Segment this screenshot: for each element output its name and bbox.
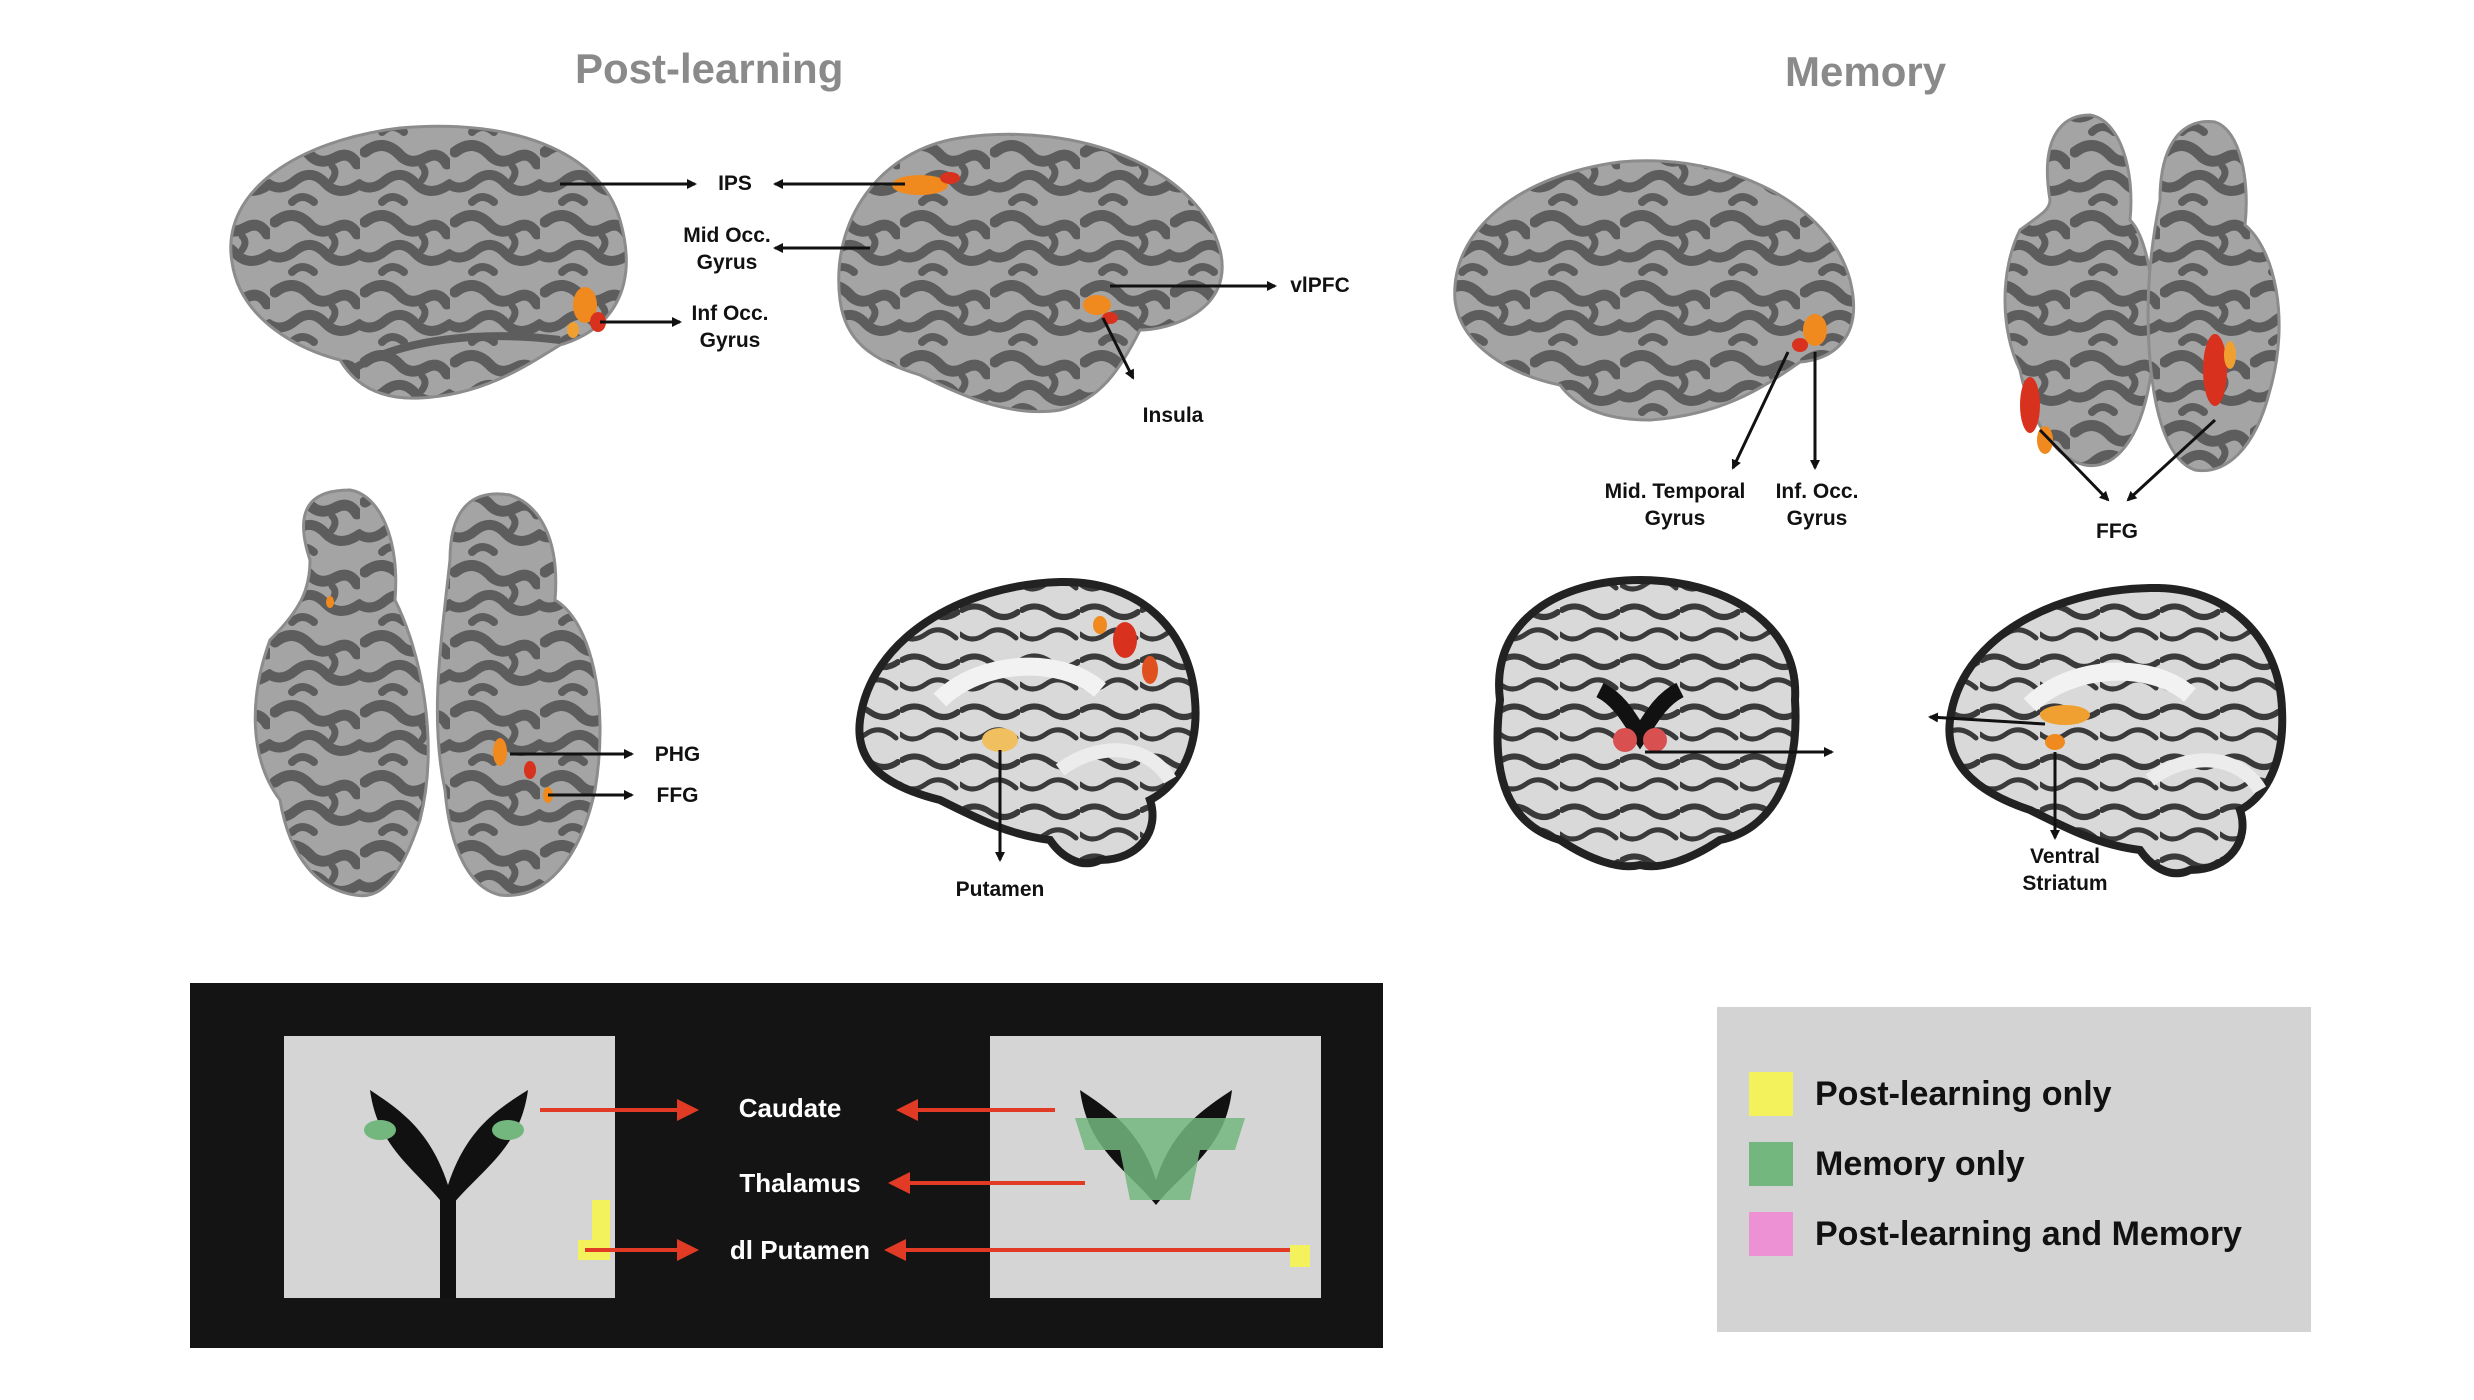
legend-label: Post-learning only (1815, 1074, 2112, 1113)
memory-sagittal-slice (1945, 583, 2287, 878)
label-ips: IPS (718, 172, 752, 195)
legend-swatch-pink (1749, 1212, 1793, 1256)
label-vlpfc: vlPFC (1290, 274, 1350, 297)
label-ffg-memory: FFG (2096, 520, 2138, 543)
label-caudate: Caudate (738, 1093, 842, 1123)
legend-label: Post-learning and Memory (1815, 1214, 2242, 1253)
label-putamen: Putamen (955, 878, 1045, 901)
panel-arrows (540, 1099, 1290, 1261)
label-ventral-striatum: Ventral Striatum (2022, 845, 2108, 895)
label-insula: Insula (1142, 404, 1204, 427)
label-mid-temporal-gyrus: Mid. Temporal Gyrus (1604, 480, 1746, 530)
post-right-lateral-brain (837, 132, 1224, 414)
memory-arrows (1645, 351, 2217, 840)
legend-item-post-learning-only: Post-learning only (1749, 1072, 2112, 1116)
post-left-lateral-brain (229, 124, 628, 400)
legend-item-post-learning-and-memory: Post-learning and Memory (1749, 1212, 2242, 1256)
memory-coronal-slice (1493, 575, 1800, 871)
label-inf-occ-gyrus-memory: Inf. Occ. Gyrus (1775, 480, 1859, 530)
post-sagittal-slice (855, 577, 1200, 868)
legend-swatch-yellow (1749, 1072, 1793, 1116)
post-learning-title: Post-learning (575, 45, 844, 92)
memory-ventral-brain (2003, 113, 2281, 473)
label-phg: PHG (654, 743, 701, 766)
legend-item-memory-only: Memory only (1749, 1142, 2025, 1186)
label-dl-putamen: dl Putamen (729, 1235, 871, 1265)
label-thalamus: Thalamus (739, 1168, 861, 1198)
legend-swatch-green (1749, 1142, 1793, 1186)
memory-title: Memory (1785, 48, 1947, 95)
post-ventral-brain (253, 488, 602, 898)
memory-lateral-brain (1453, 159, 1856, 422)
legend: Post-learning only Memory only Post-lear… (1717, 1007, 2311, 1332)
label-mid-occ-gyrus: Mid Occ. Gyrus (683, 224, 771, 274)
label-inf-occ-gyrus: Inf Occ. Gyrus (691, 302, 769, 352)
panel-right-slice (990, 1036, 1321, 1298)
label-ffg-post: FFG (656, 784, 699, 807)
post-arrows (510, 179, 1277, 862)
legend-label: Memory only (1815, 1144, 2025, 1183)
panel-left-slice (284, 1036, 615, 1298)
